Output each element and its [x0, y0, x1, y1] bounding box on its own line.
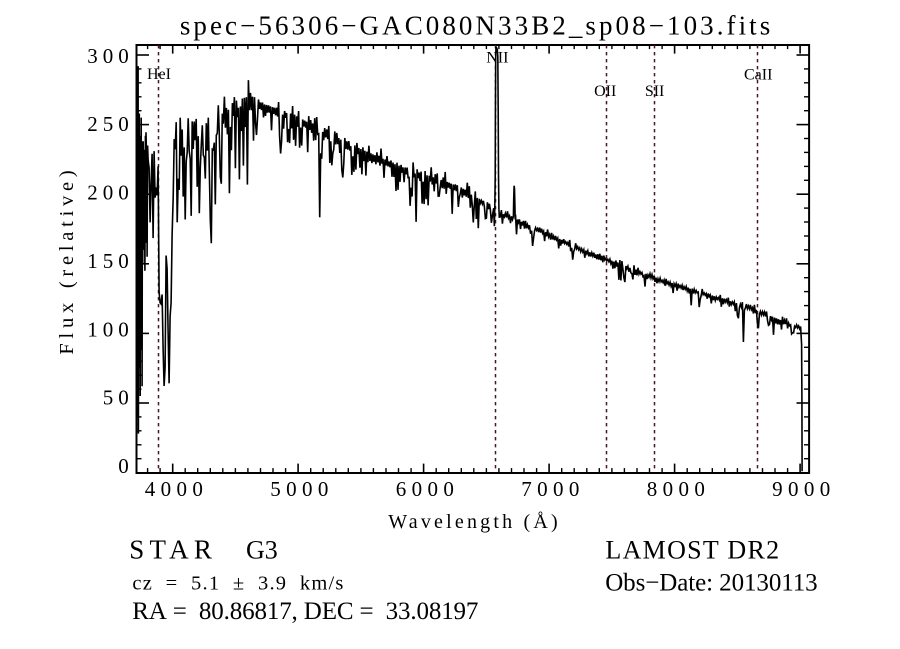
svg-text:SII: SII	[645, 83, 665, 100]
svg-text:STAR: STAR	[129, 535, 217, 565]
svg-text:Obs−Date: 20130113: Obs−Date: 20130113	[605, 570, 817, 597]
svg-text:OII: OII	[594, 83, 616, 100]
svg-text:NII: NII	[486, 49, 508, 66]
svg-text:CaII: CaII	[744, 67, 772, 84]
svg-text:6000: 6000	[396, 477, 460, 501]
svg-text:100: 100	[87, 317, 134, 341]
svg-text:RA = 80.86817, DEC = 33.0819: RA = 80.86817, DEC = 33.08197	[132, 598, 478, 625]
svg-text:7000: 7000	[521, 477, 585, 501]
svg-text:300: 300	[87, 44, 134, 68]
svg-text:G3: G3	[246, 536, 278, 565]
svg-text:250: 250	[87, 112, 134, 136]
svg-text:LAMOST DR2: LAMOST DR2	[605, 536, 780, 565]
svg-text:cz = 5.1 ± 3.9 km/s: cz = 5.1 ± 3.9 km/s	[132, 573, 344, 595]
svg-text:spec−56306−GAC080N33B2_sp08−10: spec−56306−GAC080N33B2_sp08−103.fits	[180, 11, 773, 41]
svg-text:4000: 4000	[145, 477, 209, 501]
svg-text:HeI: HeI	[147, 66, 171, 83]
svg-text:9000: 9000	[772, 477, 836, 501]
svg-text:150: 150	[87, 249, 134, 273]
svg-text:8000: 8000	[647, 477, 711, 501]
svg-text:5000: 5000	[270, 477, 334, 501]
svg-text:Flux (relative): Flux (relative)	[56, 166, 78, 355]
svg-text:50: 50	[103, 386, 134, 410]
svg-text:Wavelength (Å): Wavelength (Å)	[388, 511, 561, 533]
svg-text:0: 0	[118, 454, 134, 478]
svg-text:200: 200	[87, 181, 134, 205]
